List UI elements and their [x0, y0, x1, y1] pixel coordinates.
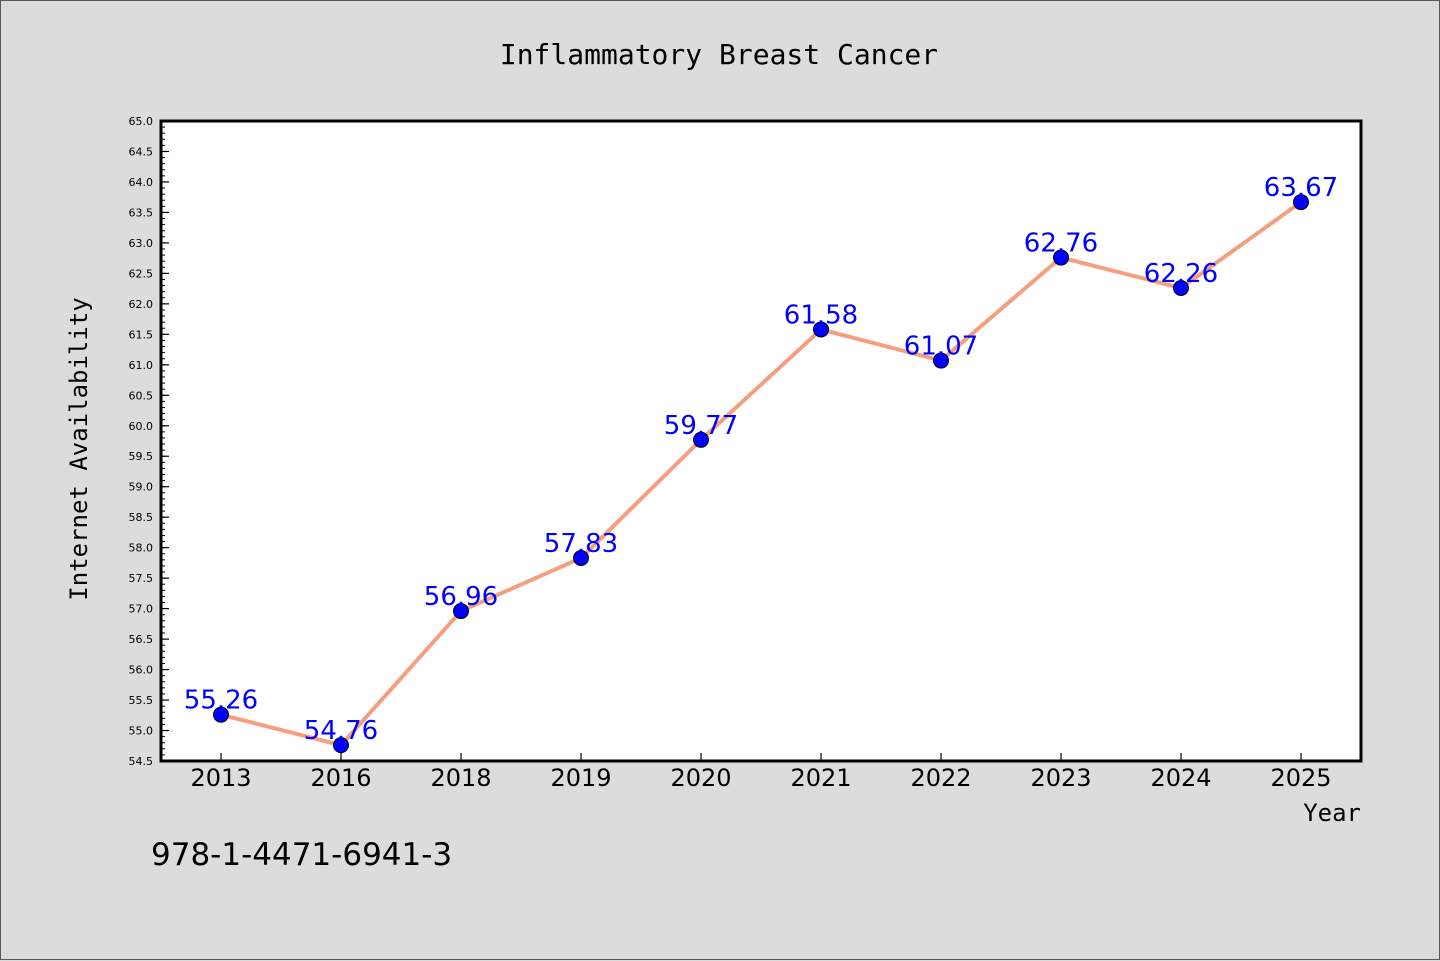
data-label: 59.77 [664, 411, 738, 441]
series-group: 55.26 54.76 56.96 57.83 59.77 61.58 61.07 62.76… [184, 173, 1338, 754]
x-tick-label: 2016 [310, 764, 371, 792]
series-line [219, 200, 1303, 748]
y-tick-label: 57.0 [129, 603, 154, 616]
x-tick-label: 2021 [790, 764, 851, 792]
data-point [1293, 194, 1309, 211]
data-label: 54.76 [304, 716, 378, 746]
data-point [813, 321, 829, 338]
isbn-annotation: 978-1-4471-6941-3 [151, 837, 452, 873]
data-label: 61.07 [904, 332, 978, 362]
x-tick-label: 2018 [430, 764, 491, 792]
data-point [1173, 280, 1189, 297]
y-tick-label: 55.0 [129, 725, 154, 738]
x-axis: 2013 2016 2018 2019 2020 2021 2022 2023 2024 2025 [190, 753, 1332, 792]
data-point [573, 550, 589, 567]
data-point [453, 603, 469, 620]
y-tick-label: 63.5 [129, 206, 154, 219]
x-tick-label: 2025 [1270, 764, 1331, 792]
y-tick-label: 54.5 [129, 755, 154, 768]
y-axis-label: Internet Availability [65, 297, 93, 600]
y-tick-label: 59.0 [129, 481, 154, 494]
y-tick-label: 59.5 [129, 450, 154, 463]
y-tick-label: 64.0 [129, 176, 154, 189]
y-tick-label: 58.0 [129, 542, 154, 555]
x-tick-label: 2022 [910, 764, 971, 792]
x-tick-label: 2023 [1030, 764, 1091, 792]
data-point [933, 352, 949, 369]
data-point [333, 737, 349, 754]
data-point [213, 706, 229, 723]
y-axis: 54.5 55.0 55.5 56.0 56.5 57.0 57.5 58.0 58.5 59.0… [129, 115, 169, 768]
y-tick-label: 56.0 [129, 664, 154, 677]
y-tick-label: 58.5 [129, 511, 154, 524]
y-tick-label: 61.0 [129, 359, 154, 372]
plot-area [159, 119, 1363, 763]
data-label: 63.67 [1264, 173, 1338, 203]
y-tick-label: 60.5 [129, 389, 154, 402]
x-axis-label: Year [1303, 799, 1361, 827]
y-tick-label: 64.5 [129, 145, 154, 158]
y-tick-label: 61.5 [129, 328, 154, 341]
y-tick-label: 63.0 [129, 237, 154, 250]
data-label: 56.96 [424, 582, 498, 612]
data-label: 62.26 [1144, 259, 1218, 289]
data-label: 61.58 [784, 300, 858, 330]
y-tick-label: 60.0 [129, 420, 154, 433]
x-tick-label: 2019 [550, 764, 611, 792]
chart-title: Inflammatory Breast Cancer [500, 38, 938, 71]
x-tick-label: 2024 [1150, 764, 1211, 792]
y-tick-label: 65.0 [129, 115, 154, 128]
data-label: 62.76 [1024, 229, 1098, 259]
y-tick-label: 62.0 [129, 298, 154, 311]
data-point [693, 431, 709, 448]
y-tick-label: 55.5 [129, 694, 154, 707]
x-tick-label: 2020 [670, 764, 731, 792]
y-tick-label: 62.5 [129, 267, 154, 280]
data-label: 55.26 [184, 686, 258, 716]
x-tick-label: 2013 [190, 764, 251, 792]
y-tick-label: 56.5 [129, 633, 154, 646]
data-point [1053, 249, 1069, 266]
data-label: 57.83 [544, 529, 618, 559]
y-tick-label: 57.5 [129, 572, 154, 585]
